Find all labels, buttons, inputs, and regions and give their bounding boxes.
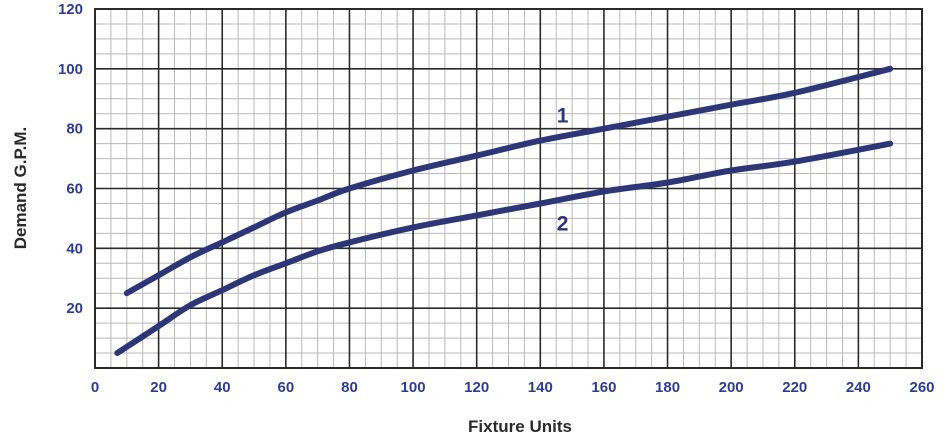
x-tick-label: 20	[150, 379, 167, 396]
x-axis-title: Fixture Units	[468, 417, 572, 436]
x-tick-label: 140	[528, 379, 553, 396]
x-tick-label: 180	[655, 379, 680, 396]
y-axis-title: Demand G.P.M.	[11, 127, 30, 250]
y-tick-label: 40	[66, 240, 83, 257]
series-labels: 12	[557, 105, 569, 236]
series-label-1: 1	[557, 105, 569, 128]
series-label-2: 2	[557, 212, 569, 235]
x-tick-label: 80	[341, 379, 358, 396]
x-tick-label: 60	[278, 379, 295, 396]
x-tick-label: 0	[91, 379, 99, 396]
x-tick-label: 40	[214, 379, 231, 396]
x-tick-label: 240	[846, 379, 871, 396]
y-tick-label: 80	[66, 121, 83, 138]
y-tick-label: 100	[58, 61, 83, 78]
series-line-1	[123, 65, 894, 297]
y-tick-label: 120	[58, 1, 83, 18]
series-line-2	[114, 140, 894, 356]
x-tick-label: 200	[719, 379, 744, 396]
x-tick-label: 120	[464, 379, 489, 396]
y-tick-label: 60	[66, 181, 83, 198]
series-lines	[114, 65, 894, 356]
y-tick-label: 20	[66, 300, 83, 317]
major-grid	[94, 8, 923, 369]
plot-frame	[94, 8, 923, 369]
x-axis-ticks: 0 20 40 60 80 100 120 140 160 180 200 220 240 260	[91, 379, 935, 396]
x-tick-label: 160	[591, 379, 616, 396]
x-tick-label: 220	[782, 379, 807, 396]
y-axis-ticks: 20 40 60 80 100 120	[58, 1, 83, 317]
x-tick-label: 100	[401, 379, 426, 396]
x-tick-label: 260	[909, 379, 934, 396]
